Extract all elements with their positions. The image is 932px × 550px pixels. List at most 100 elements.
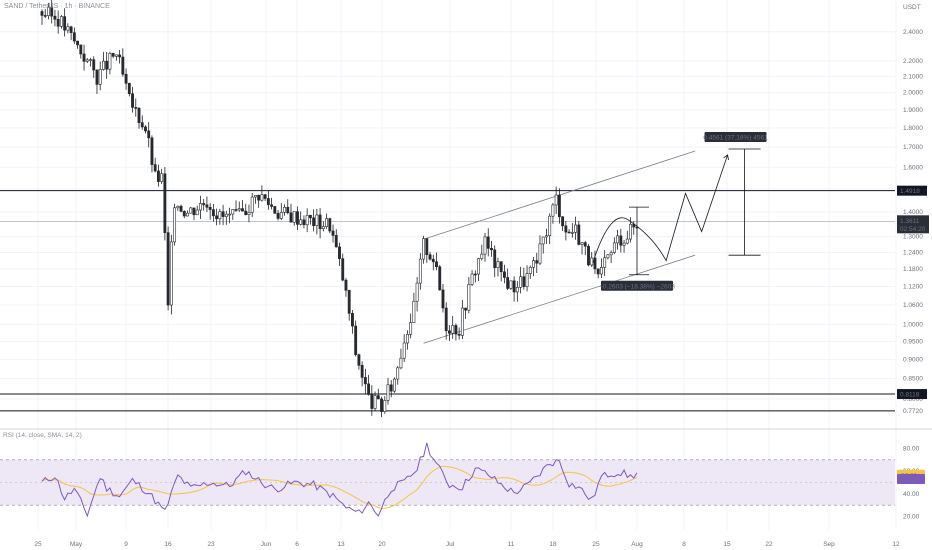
candle-up	[169, 241, 173, 306]
time-tick-label: 18	[549, 541, 557, 548]
candle-down	[389, 384, 393, 392]
candle-down	[318, 214, 322, 229]
candle-down	[567, 231, 571, 234]
candle-up	[199, 203, 202, 211]
price-tick-label: 0.9500	[903, 339, 923, 346]
candle-up	[625, 238, 629, 244]
candle-up	[483, 236, 487, 255]
candle-down	[244, 210, 248, 216]
candle-up	[283, 206, 286, 213]
rsi-value-label: 55.67	[901, 477, 918, 484]
price-tick-label: 1.4000	[903, 209, 923, 216]
candle-down	[499, 261, 503, 273]
candle-up	[545, 235, 548, 238]
horizontal-lines[interactable]	[0, 190, 895, 412]
time-tick-label: 11	[508, 541, 515, 548]
price-tick-label: 1.3000	[903, 234, 923, 241]
time-tick-label: 16	[164, 541, 172, 548]
candle-up	[173, 207, 177, 243]
candle-down	[457, 333, 461, 336]
candle-down	[441, 289, 445, 309]
price-tick-label: 0.8500	[903, 376, 923, 383]
countdown-label: 02:54:20	[900, 226, 926, 233]
candle-down	[182, 211, 186, 217]
channel-lower-line[interactable]	[423, 254, 696, 344]
time-tick-label: 6	[295, 541, 299, 548]
candle-up	[496, 261, 500, 268]
candle-down	[308, 214, 312, 219]
candle-down	[134, 107, 138, 109]
candle-up	[108, 52, 112, 70]
header-separator: ·	[74, 3, 77, 10]
rsi-header[interactable]: RSI (14, close, SMA, 14, 2)	[3, 432, 82, 439]
time-tick-label: 25	[592, 541, 600, 548]
candle-up	[176, 205, 180, 209]
candle-down	[493, 249, 497, 268]
candle-down	[431, 258, 435, 263]
time-axis[interactable]: 25 May 9 16 23 Jun 6 13 20 Jul 11 18 25 Aug 8 15 22 Sep 12	[34, 541, 900, 548]
current-price-label: 1.3611	[900, 218, 920, 225]
candle-up	[325, 218, 328, 227]
candle-down	[156, 170, 160, 182]
candle-down	[82, 53, 86, 62]
price-line-label: 1.4918	[900, 188, 920, 195]
candle-down	[338, 246, 341, 259]
candle-down	[506, 277, 510, 289]
candle-up	[551, 204, 555, 217]
candle-down	[276, 213, 280, 219]
currency-label: USDT	[903, 4, 921, 11]
candle-down	[357, 354, 361, 366]
candle-up	[231, 209, 235, 215]
time-tick-label: May	[70, 541, 83, 548]
timeframe[interactable]: 1h	[64, 3, 73, 10]
candle-up	[85, 59, 89, 62]
time-tick-label: 8	[682, 541, 686, 548]
candle-down	[140, 122, 144, 128]
candle-down	[118, 54, 122, 58]
candle-up	[299, 219, 303, 225]
candle-down	[454, 325, 458, 335]
candle-up	[477, 258, 480, 275]
candle-down	[289, 212, 293, 223]
symbol-header[interactable]: SAND / TetherUS · 1h · BINANCE	[4, 3, 110, 10]
candle-down	[522, 276, 526, 287]
candle-down	[127, 82, 131, 95]
candle-down	[557, 194, 561, 218]
time-tick-label: Aug	[631, 541, 643, 548]
candle-up	[590, 257, 594, 266]
candle-up	[279, 211, 283, 219]
exchange-name: BINANCE	[78, 3, 110, 10]
candle-up	[114, 54, 118, 57]
candle-down	[153, 164, 157, 172]
candle-up	[525, 273, 529, 287]
candle-up	[59, 16, 63, 27]
candle-down	[561, 216, 565, 227]
candle-up	[189, 207, 193, 214]
rsi-line	[41, 442, 638, 518]
price-tick-label: 2.2000	[903, 58, 923, 65]
candle-up	[321, 226, 325, 229]
time-tick-label: 15	[723, 541, 731, 548]
candle-up	[402, 342, 406, 359]
price-axis[interactable]: USDT 2.4000 2.2000 2.1000 2.0000 1.9000 1.8000…	[903, 4, 923, 415]
candle-down	[208, 206, 212, 210]
measure-up-box	[704, 131, 767, 142]
candle-down	[444, 307, 448, 332]
candle-up	[224, 213, 228, 217]
candle-up	[396, 367, 400, 380]
candle-up	[415, 282, 419, 302]
price-line-label: 0.8118	[900, 392, 920, 399]
candle-down	[512, 280, 516, 293]
candle-up	[532, 260, 535, 268]
candle-down	[105, 60, 109, 70]
candle-up	[66, 26, 70, 31]
candle-down	[363, 377, 367, 385]
candle-up	[102, 60, 105, 70]
candle-up	[393, 378, 396, 392]
candle-down	[367, 383, 371, 395]
price-tick-label: 1.2400	[903, 249, 923, 256]
candle-up	[548, 215, 552, 237]
candle-up	[386, 384, 390, 401]
candle-down	[121, 56, 125, 75]
